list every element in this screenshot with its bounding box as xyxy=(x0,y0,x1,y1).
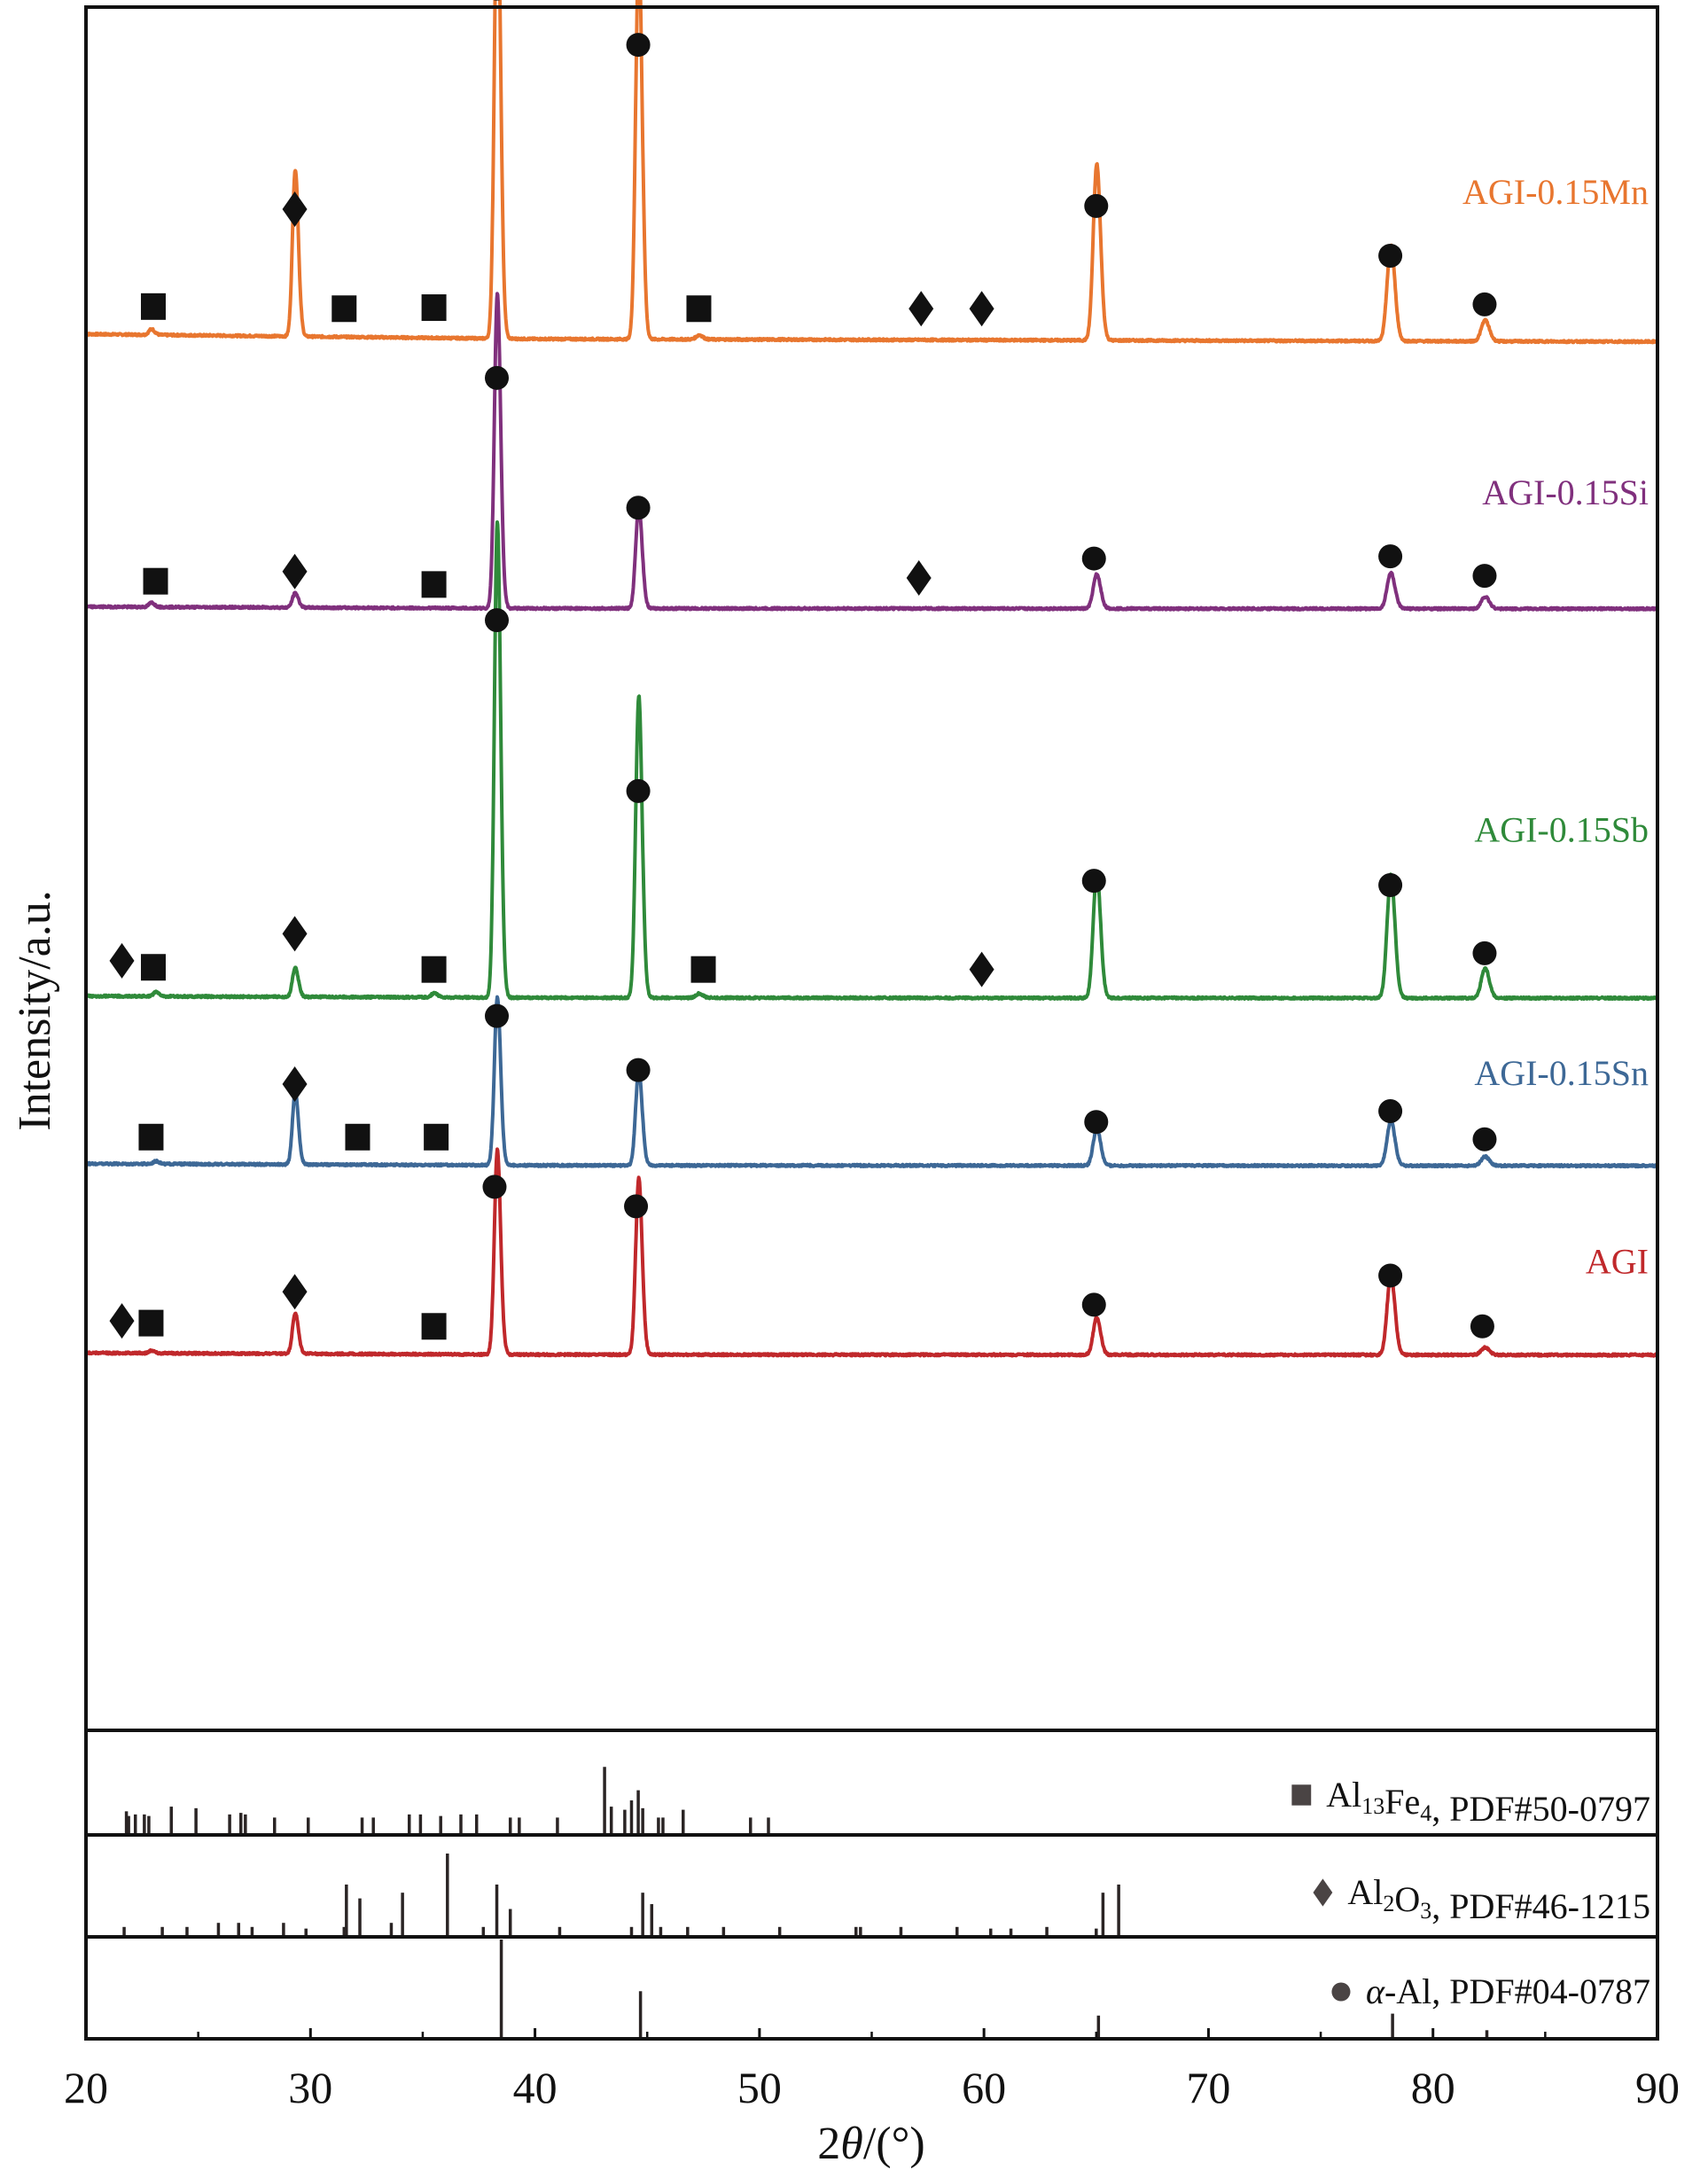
circle-peak-marker xyxy=(1378,873,1403,898)
series-line-agi-0-15mn xyxy=(84,0,1659,345)
x-tick-label: 70 xyxy=(1186,2063,1230,2112)
series-label: AGI-0.15Sn xyxy=(1474,1053,1649,1093)
series-line-agi-0-15sn xyxy=(84,995,1659,1169)
square-peak-marker xyxy=(421,294,447,322)
circle-peak-marker xyxy=(626,496,651,520)
circle-peak-marker xyxy=(482,1175,507,1199)
circle-legend-icon xyxy=(1331,1982,1351,2002)
x-tick-label: 20 xyxy=(64,2063,108,2112)
plot-frame xyxy=(84,5,1659,2041)
x-axis-title: 2θ/(°) xyxy=(817,2119,924,2169)
square-peak-marker xyxy=(421,571,447,598)
circle-peak-marker xyxy=(1378,544,1403,569)
square-peak-marker xyxy=(143,567,168,595)
reference-label: Al13Fe4, PDF#50-0797 xyxy=(1326,1775,1650,1829)
square-peak-marker xyxy=(686,295,712,323)
diamond-peak-marker xyxy=(906,560,932,597)
square-peak-marker xyxy=(140,293,166,320)
x-tick-label: 30 xyxy=(288,2063,332,2112)
circle-peak-marker xyxy=(485,608,510,633)
series-line-agi-0-15si xyxy=(84,292,1659,612)
square-peak-marker xyxy=(138,1309,164,1337)
y-axis-title: Intensity/a.u. xyxy=(10,890,60,1131)
square-peak-marker xyxy=(138,1123,164,1151)
square-peak-marker xyxy=(424,1123,449,1151)
circle-peak-marker xyxy=(1084,193,1109,218)
reference-patterns: Al13Fe4, PDF#50-0797 Al2O3, PDF#46-1215 α-… xyxy=(122,1767,1650,2037)
reference-panel-3: α-Al, PDF#04-0787 xyxy=(499,1940,1650,2037)
circle-peak-marker xyxy=(1084,1110,1109,1135)
circle-peak-marker xyxy=(626,33,651,58)
circle-peak-marker xyxy=(1378,1263,1403,1288)
circle-peak-marker xyxy=(1378,243,1403,268)
diamond-peak-marker xyxy=(282,1066,308,1102)
circle-peak-marker xyxy=(1081,1292,1106,1317)
reference-label: α-Al, PDF#04-0787 xyxy=(1366,1971,1650,2011)
series-label: AGI-0.15Mn xyxy=(1462,172,1649,212)
reference-label: Al2O3, PDF#46-1215 xyxy=(1347,1872,1650,1926)
square-peak-marker xyxy=(421,1313,447,1340)
circle-peak-marker xyxy=(624,1194,649,1219)
series-label: AGI-0.15Si xyxy=(1482,472,1649,512)
diamond-peak-marker xyxy=(109,942,135,979)
series-line-agi xyxy=(84,1147,1659,1358)
circle-peak-marker xyxy=(1472,292,1497,316)
circle-peak-marker xyxy=(485,1003,510,1028)
series-line-agi-0-15sb xyxy=(84,520,1659,1002)
x-tick-label: 60 xyxy=(962,2063,1006,2112)
x-tick-label: 90 xyxy=(1635,2063,1680,2112)
diamond-legend-icon xyxy=(1313,1878,1333,1907)
circle-peak-marker xyxy=(1472,941,1497,965)
series-layer xyxy=(84,0,1659,1358)
diamond-peak-marker xyxy=(109,1303,135,1339)
square-peak-marker xyxy=(421,956,447,983)
circle-peak-marker xyxy=(1470,1314,1494,1339)
diamond-peak-marker xyxy=(282,553,308,589)
diamond-peak-marker xyxy=(282,916,308,952)
square-peak-marker xyxy=(345,1123,370,1151)
diamond-peak-marker xyxy=(969,291,994,327)
circle-peak-marker xyxy=(1081,546,1106,571)
circle-peak-marker xyxy=(626,1058,651,1082)
series-label: AGI-0.15Sb xyxy=(1474,810,1649,850)
reference-panel-1: Al13Fe4, PDF#50-0797 xyxy=(124,1767,1650,1833)
circle-peak-marker xyxy=(1472,1127,1497,1151)
peak-marker-layer xyxy=(109,0,1497,1340)
x-tick-label: 80 xyxy=(1411,2063,1455,2112)
square-legend-icon xyxy=(1291,1784,1312,1806)
reference-panel-2: Al2O3, PDF#46-1215 xyxy=(122,1854,1650,1935)
diamond-peak-marker xyxy=(282,191,308,228)
series-label-layer: AGI-0.15Mn AGI-0.15Si AGI-0.15Sb AGI-0.15Sn… xyxy=(1462,172,1649,1282)
circle-peak-marker xyxy=(1378,1099,1403,1123)
x-axis-ticks: 20 30 40 50 60 70 80 90 xyxy=(64,2028,1680,2112)
x-tick-label: 50 xyxy=(737,2063,782,2112)
circle-peak-marker xyxy=(485,365,510,390)
circle-peak-marker xyxy=(1081,869,1106,894)
square-peak-marker xyxy=(331,295,357,323)
circle-peak-marker xyxy=(626,778,651,803)
circle-peak-marker xyxy=(493,0,501,1)
x-tick-label: 40 xyxy=(513,2063,558,2112)
diamond-peak-marker xyxy=(969,951,994,987)
square-peak-marker xyxy=(140,954,166,981)
circle-peak-marker xyxy=(1472,564,1497,589)
series-label: AGI xyxy=(1586,1242,1649,1282)
diamond-peak-marker xyxy=(282,1274,308,1310)
square-peak-marker xyxy=(690,956,716,983)
diamond-peak-marker xyxy=(909,291,934,327)
